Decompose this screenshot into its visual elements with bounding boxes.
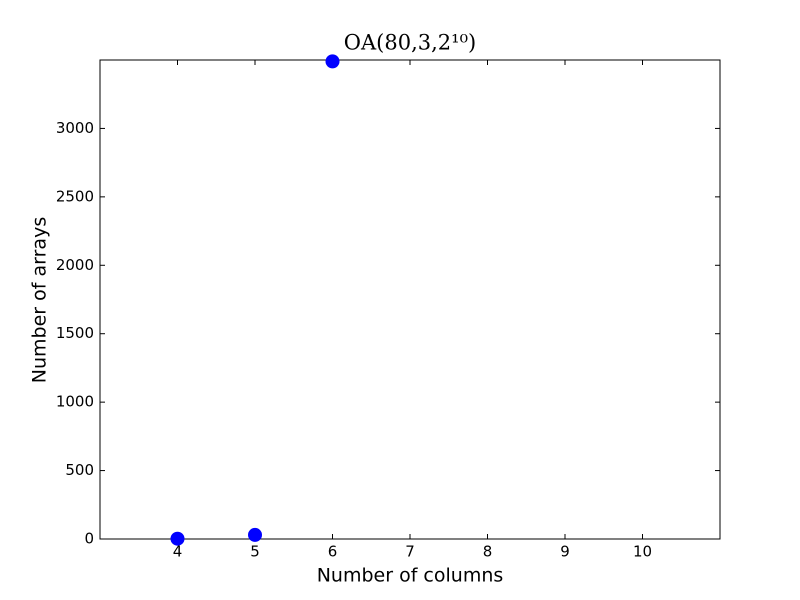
x-tick-label: 7 [405, 543, 415, 561]
plot-frame [99, 59, 721, 540]
y-tick-label: 2000 [56, 256, 94, 274]
y-tick-label: 3000 [56, 119, 94, 137]
y-axis-label: Number of arrays [29, 217, 51, 383]
y-tick-label: 1000 [56, 393, 94, 411]
y-tick-label: 0 [84, 530, 94, 548]
point [248, 527, 262, 542]
x-tick-label: 5 [250, 543, 260, 561]
x-tick-label: 9 [560, 543, 570, 561]
x-tick-label: 10 [633, 543, 652, 561]
y-tick-label: 500 [65, 461, 94, 479]
chart-title: OA(80,3,2¹⁰) [344, 31, 476, 55]
y-tick-label: 1500 [56, 324, 94, 342]
y-tick-label: 2500 [56, 187, 94, 205]
point [170, 531, 185, 546]
x-tick-label: 6 [328, 543, 338, 561]
x-axis-label: Number of columns [317, 565, 504, 587]
x-tick-label: 4 [173, 543, 183, 561]
x-tick-label: 8 [483, 543, 493, 561]
point [325, 54, 340, 69]
